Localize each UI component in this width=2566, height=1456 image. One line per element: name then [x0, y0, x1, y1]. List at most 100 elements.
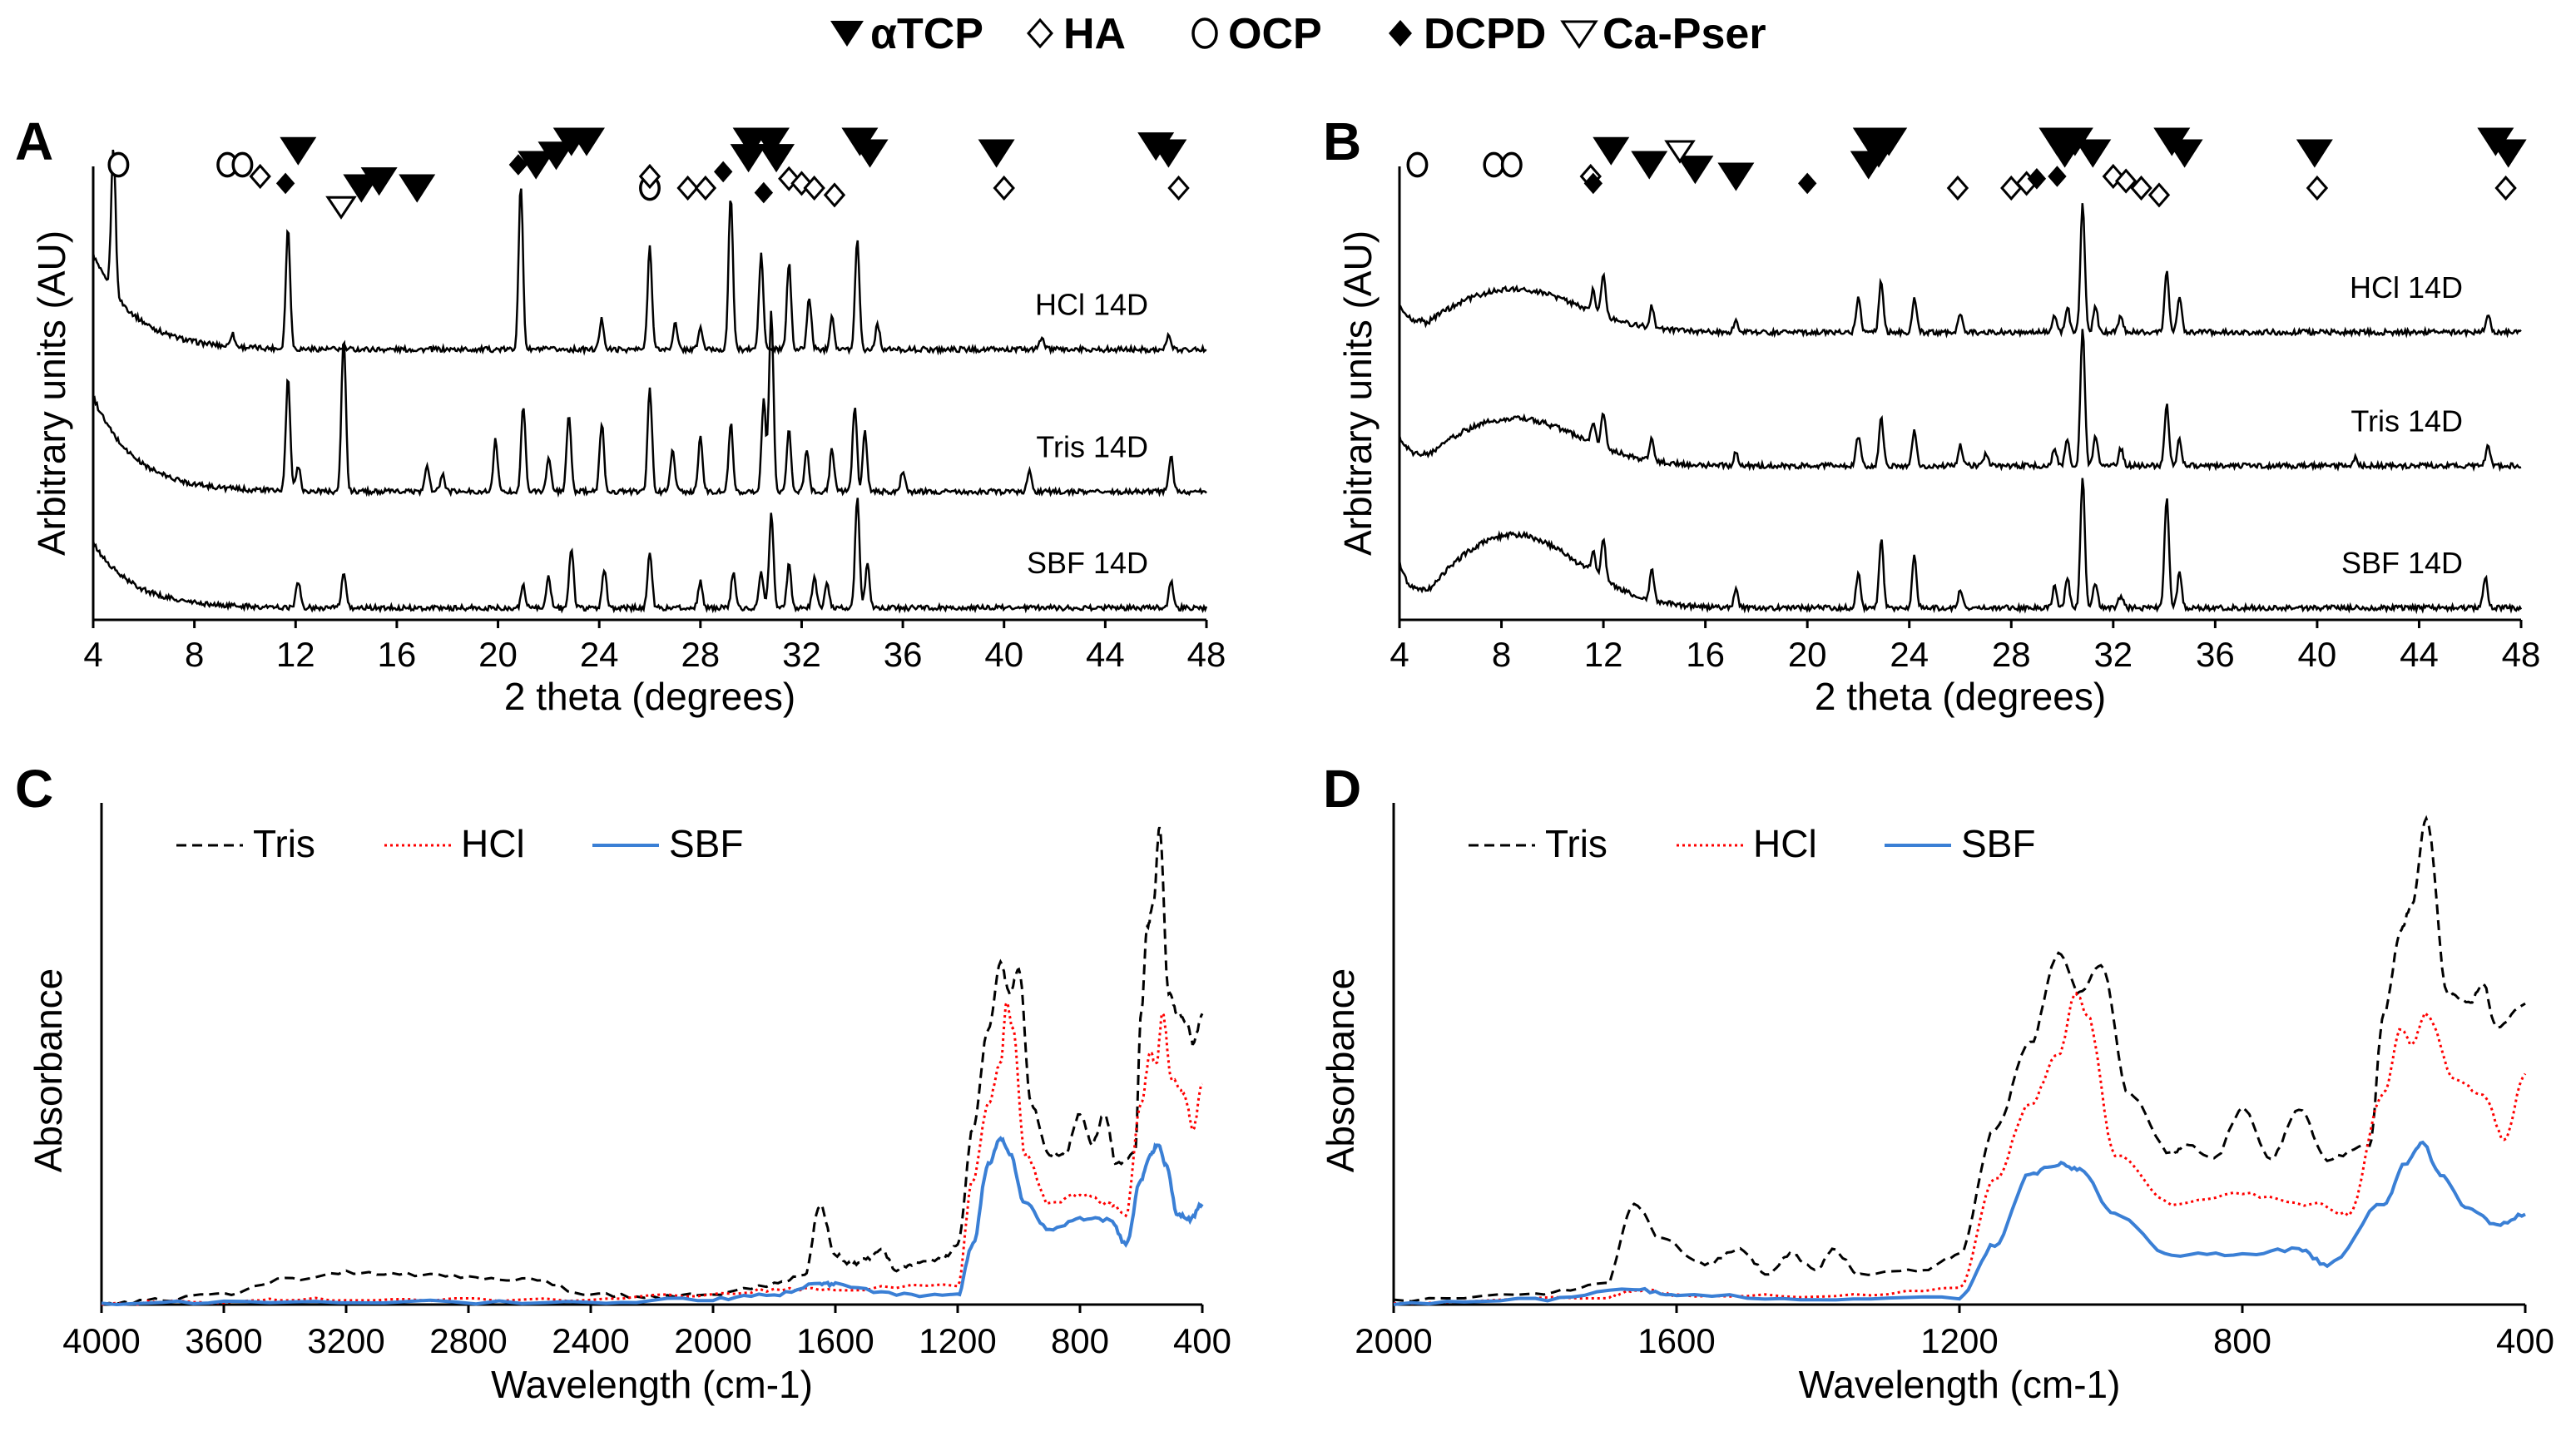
phase-marker-dcpd-icon — [2027, 168, 2047, 190]
phase-marker-atcp-icon — [2489, 139, 2527, 168]
phase-marker-ocp-icon — [107, 151, 130, 178]
x-tick-label: 8 — [1492, 635, 1511, 674]
phase-marker-ha-icon — [790, 171, 813, 196]
phase-marker-atcp-icon — [730, 144, 767, 173]
phase-marker-atcp-icon — [2296, 139, 2333, 168]
phase-marker-atcp-icon — [360, 167, 398, 196]
x-tick-label: 32 — [2093, 635, 2133, 674]
x-tick-label: 36 — [884, 635, 923, 674]
legend-label-2: OCP — [1228, 10, 1322, 58]
x-axis-title: 2 theta (degrees) — [1815, 675, 2106, 718]
phase-marker-atcp-icon — [1850, 151, 1887, 180]
x-tick-label: 1200 — [1920, 1321, 1998, 1360]
x-tick-label: 40 — [2298, 635, 2337, 674]
legend-label-0: αTCP — [870, 10, 983, 58]
x-tick-label: 400 — [2496, 1321, 2554, 1360]
phase-marker-dcpd-icon — [754, 181, 774, 204]
top-legend: αTCP HA OCP DCPD Ca-Pser — [830, 10, 1766, 58]
x-tick-label: 2000 — [1355, 1321, 1432, 1360]
phase-marker-dcpd-icon — [275, 172, 295, 195]
phase-marker-ha-icon — [2000, 175, 2023, 201]
panel-b-xrd: B 4 8 12 16 20 24 28 32 36 40 44 482 theta (degrees… — [1323, 111, 2540, 718]
phase-marker-dcpd-icon — [2048, 166, 2067, 187]
x-tick-label: 36 — [2196, 635, 2235, 674]
phase-marker-atcp-icon — [851, 139, 889, 168]
ftir-trace-hcl — [1393, 991, 2527, 1305]
phase-marker-ocp-icon — [231, 151, 254, 178]
ftir-trace-sbf — [101, 1136, 1204, 1307]
trace-label: SBF 14D — [2341, 546, 2463, 580]
x-tick-label: 28 — [681, 635, 720, 674]
legend-label-sbf: SBF — [669, 822, 743, 865]
phase-marker-atcp-icon — [1717, 162, 1755, 191]
x-tick-label: 40 — [984, 635, 1023, 674]
phase-marker-ha-icon — [803, 175, 825, 201]
phase-marker-atcp-icon — [567, 127, 605, 156]
x-tick-label: 2000 — [674, 1321, 751, 1360]
x-tick-label: 400 — [1173, 1321, 1231, 1360]
panel-letter-d: D — [1323, 759, 1361, 819]
phase-marker-ha-icon — [694, 175, 717, 201]
ftir-trace-tris — [101, 826, 1204, 1306]
x-tick-label: 4 — [83, 635, 102, 674]
panel-d-ftir: D 2000 1600 1200 800 400 Wavelength (cm-1) Abs… — [1319, 759, 2554, 1406]
phase-marker-ha-icon — [993, 175, 1015, 201]
x-tick-label: 32 — [782, 635, 821, 674]
legend-marker-filled-diamond-icon — [1389, 20, 1412, 47]
trace-tris-14d — [1398, 329, 2522, 473]
trace-label: Tris 14D — [2351, 404, 2463, 438]
phase-marker-dcpd-icon — [713, 161, 733, 183]
x-tick-label: 3600 — [185, 1321, 262, 1360]
phase-marker-ha-icon — [638, 163, 661, 190]
legend-marker-open-down-triangle-icon — [1560, 20, 1598, 49]
ftir-trace-tris — [1393, 815, 2526, 1303]
phase-marker-ha-icon — [2147, 182, 2171, 208]
legend-label-4: Ca-Pser — [1603, 10, 1766, 58]
x-tick-label: 1200 — [919, 1321, 996, 1360]
phase-marker-atcp-icon — [2074, 139, 2112, 168]
x-tick-label: 28 — [1992, 635, 2031, 674]
x-axis-title: 2 theta (degrees) — [504, 675, 795, 718]
legend-marker-filled-down-triangle-icon — [830, 21, 864, 47]
y-axis-title: Arbitrary units (AU) — [1336, 230, 1380, 556]
phase-marker-atcp-icon — [399, 174, 436, 203]
phase-marker-capser-icon — [325, 196, 357, 220]
legend-label-3: DCPD — [1424, 10, 1546, 58]
x-tick-label: 48 — [2502, 635, 2541, 674]
legend-label-1: HA — [1063, 10, 1126, 58]
legend-label-tris: Tris — [253, 822, 315, 865]
x-tick-label: 24 — [1890, 635, 1929, 674]
trace-sbf-14d — [92, 498, 1208, 614]
trace-label: HCl 14D — [2350, 270, 2463, 305]
panel-a-xrd: A 4 8 12 16 20 24 28 32 36 40 44 482 theta (degrees… — [15, 111, 1226, 718]
x-tick-label: 1600 — [1637, 1321, 1715, 1360]
legend-label-hcl: HCl — [1753, 822, 1817, 865]
phase-marker-ha-icon — [2494, 175, 2517, 201]
phase-marker-ha-icon — [2130, 175, 2152, 201]
phase-marker-ha-icon — [676, 175, 699, 201]
phase-marker-atcp-icon — [1593, 136, 1630, 166]
trace-hcl-14d — [1399, 203, 2522, 339]
x-tick-label: 3200 — [307, 1321, 384, 1360]
phase-marker-dcpd-icon — [508, 154, 528, 176]
trace-hcl-14d — [92, 149, 1207, 356]
phase-marker-atcp-icon — [537, 141, 575, 171]
ftir-trace-hcl — [101, 1000, 1203, 1306]
phase-marker-atcp-icon — [2046, 139, 2083, 168]
phase-marker-ocp-icon — [1406, 151, 1429, 178]
y-axis-title: Absorbance — [1319, 968, 1362, 1173]
legend-label-hcl: HCl — [461, 822, 525, 865]
x-tick-label: 48 — [1187, 635, 1226, 674]
x-tick-label: 24 — [580, 635, 619, 674]
ftir-trace-sbf — [1393, 1140, 2526, 1306]
phase-marker-ha-icon — [249, 163, 271, 190]
x-tick-label: 20 — [478, 635, 518, 674]
legend-label-sbf: SBF — [1961, 822, 2035, 865]
legend-marker-open-diamond-icon — [1027, 17, 1053, 49]
phase-marker-atcp-icon — [758, 144, 795, 173]
trace-label: SBF 14D — [1027, 546, 1148, 580]
phase-marker-ocp-icon — [1500, 151, 1523, 178]
phase-marker-ha-icon — [2306, 175, 2329, 201]
x-axis-title: Wavelength (cm-1) — [1799, 1363, 2121, 1406]
